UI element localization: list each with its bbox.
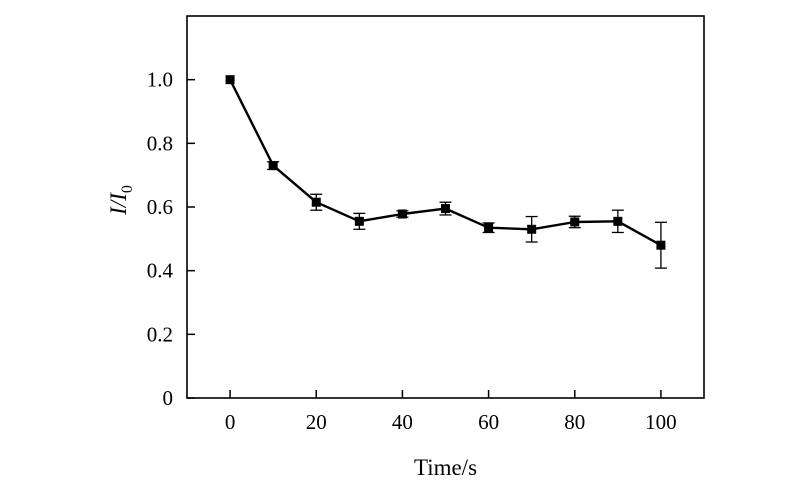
data-point [268, 161, 278, 171]
y-axis-title-subscript: 0 [119, 185, 136, 193]
x-tick-label: 80 [564, 410, 585, 434]
data-point [354, 216, 364, 226]
y-tick-label: 0 [163, 386, 174, 410]
x-tick-label: 0 [225, 410, 236, 434]
data-point [311, 197, 321, 207]
y-axis-ticks: 0 0.2 0.4 0.6 0.8 1.0 [147, 68, 195, 410]
x-axis-title: Time/s [414, 455, 477, 480]
y-tick-label: 0.2 [147, 322, 173, 346]
y-tick-label: 0.8 [147, 131, 173, 155]
data-point [397, 209, 407, 219]
data-point [656, 240, 666, 250]
error-bars [267, 161, 667, 269]
x-tick-label: 60 [478, 410, 499, 434]
y-tick-label: 0.6 [147, 195, 173, 219]
y-tick-label: 0.4 [147, 259, 174, 283]
data-point [225, 75, 235, 85]
data-markers [225, 75, 666, 250]
x-tick-label: 20 [306, 410, 327, 434]
x-tick-label: 40 [392, 410, 413, 434]
series-line [229, 79, 662, 247]
y-axis-title: I/I0 [106, 185, 136, 216]
data-point [527, 224, 537, 234]
data-point [441, 204, 450, 214]
data-point [484, 223, 494, 233]
x-tick-label: 100 [645, 410, 677, 434]
y-tick-label: 1.0 [147, 68, 173, 92]
data-point [613, 216, 623, 226]
x-axis-ticks: 0 20 40 60 80 100 [225, 390, 677, 434]
data-point [570, 217, 580, 227]
y-axis-title-main: I/I [106, 192, 131, 216]
